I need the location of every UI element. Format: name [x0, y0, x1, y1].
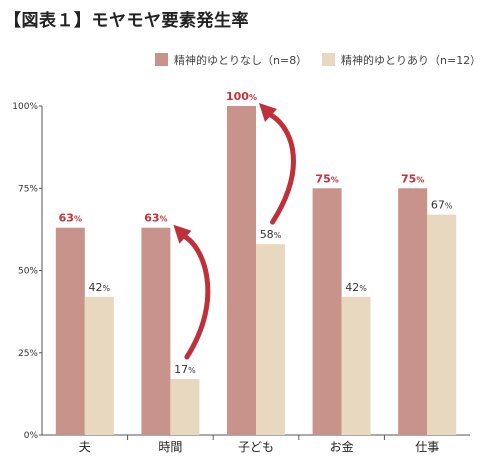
- data-label-2-5: 67%: [431, 199, 453, 212]
- bar-1-2: [141, 227, 171, 435]
- data-labels: 63% 42% 63% 17% 100% 58% 75% 42% 75% 67%: [59, 90, 453, 376]
- legend-swatch-1: [155, 53, 168, 66]
- bar-2-3: [256, 244, 285, 435]
- bar-2-5: [427, 214, 457, 435]
- bar-2-2: [170, 379, 200, 435]
- data-label-2-2: 17%: [174, 363, 196, 376]
- annotation-arrow-1-shaft: [180, 233, 211, 360]
- y-tick-label: 100%: [12, 102, 38, 112]
- y-tick-label: 25%: [18, 349, 38, 359]
- data-label-1-1: 63%: [59, 212, 82, 225]
- data-label-2-3: 58%: [260, 228, 282, 241]
- data-label-2-1: 42%: [88, 281, 110, 294]
- x-tick-label: 時間: [158, 440, 182, 454]
- legend-swatch-2: [322, 53, 335, 66]
- annotation-arrow-2-shaft: [266, 111, 296, 225]
- y-tick-label: 75%: [18, 184, 38, 194]
- data-label-1-2: 63%: [144, 212, 167, 225]
- bar-2-4: [341, 296, 371, 435]
- bar-2-1: [84, 296, 114, 435]
- y-tick-label: 50%: [18, 267, 38, 277]
- bar-1-1: [55, 227, 85, 435]
- axes: 0% 25% 50% 75% 100% 夫 時間 子ども お金 仕事: [12, 102, 470, 454]
- annotation-arrows: [173, 103, 296, 360]
- legend-label-1: 精神的ゆとりなし（n=8）: [174, 53, 307, 67]
- y-tick-label: 0%: [24, 431, 39, 441]
- x-tick-label: 子ども: [238, 440, 274, 454]
- annotation-arrow-1-head: [173, 224, 192, 244]
- data-label-1-3: 100%: [226, 90, 257, 103]
- data-label-1-5: 75%: [401, 172, 424, 185]
- annotation-arrow-2-head: [259, 103, 277, 122]
- bar-1-4: [312, 188, 342, 435]
- bar-1-3: [227, 106, 256, 435]
- legend-label-2: 精神的ゆとりあり（n=12）: [341, 53, 480, 67]
- data-label-1-4: 75%: [315, 172, 338, 185]
- x-tick-label: 夫: [79, 440, 91, 454]
- bars: [55, 106, 457, 435]
- legend: 精神的ゆとりなし（n=8） 精神的ゆとりあり（n=12）: [155, 53, 480, 67]
- x-tick-label: お金: [330, 439, 354, 454]
- bar-1-5: [398, 188, 428, 435]
- x-tick-label: 仕事: [415, 440, 439, 454]
- data-label-2-4: 42%: [345, 281, 367, 294]
- chart-title: 【図表１】モヤモヤ要素発生率: [4, 11, 249, 31]
